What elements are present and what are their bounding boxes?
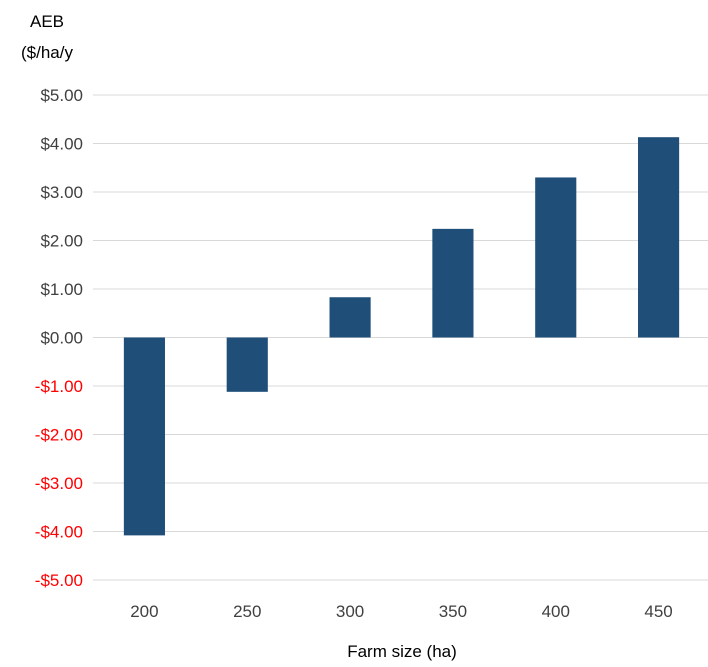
y-axis-tick-labels: $5.00 $4.00 $3.00 $2.00 $1.00 $0.00 -$1.00 -$2.… bbox=[35, 86, 83, 590]
x-axis-label: Farm size (ha) bbox=[347, 642, 457, 661]
y-axis-label-line-1: AEB bbox=[30, 12, 64, 31]
y-tick-label: $5.00 bbox=[40, 86, 83, 105]
y-tick-label: -$5.00 bbox=[35, 571, 83, 590]
y-tick-label: -$2.00 bbox=[35, 426, 83, 445]
y-tick-label: $0.00 bbox=[40, 329, 83, 348]
y-tick-label: -$3.00 bbox=[35, 474, 83, 493]
bar-250 bbox=[226, 337, 268, 392]
bar-450 bbox=[638, 137, 680, 338]
y-tick-label: $3.00 bbox=[40, 183, 83, 202]
bars bbox=[123, 137, 680, 536]
y-tick-label: -$4.00 bbox=[35, 523, 83, 542]
bar-350 bbox=[432, 228, 474, 338]
y-tick-label: $4.00 bbox=[40, 135, 83, 154]
x-axis-tick-labels: 200 250 300 350 400 450 bbox=[130, 602, 673, 621]
bar-400 bbox=[535, 177, 577, 338]
gridlines bbox=[93, 94, 708, 581]
bar-300 bbox=[329, 297, 371, 338]
y-tick-label: $2.00 bbox=[40, 232, 83, 251]
x-tick-label: 250 bbox=[233, 602, 261, 621]
x-tick-label: 350 bbox=[439, 602, 467, 621]
x-tick-label: 400 bbox=[542, 602, 570, 621]
bar-200 bbox=[123, 337, 165, 536]
y-tick-label: $1.00 bbox=[40, 280, 83, 299]
x-tick-label: 300 bbox=[336, 602, 364, 621]
y-tick-label: -$1.00 bbox=[35, 377, 83, 396]
x-tick-label: 450 bbox=[644, 602, 672, 621]
x-tick-label: 200 bbox=[130, 602, 158, 621]
y-axis-label-line-2: ($/ha/y bbox=[21, 43, 73, 62]
